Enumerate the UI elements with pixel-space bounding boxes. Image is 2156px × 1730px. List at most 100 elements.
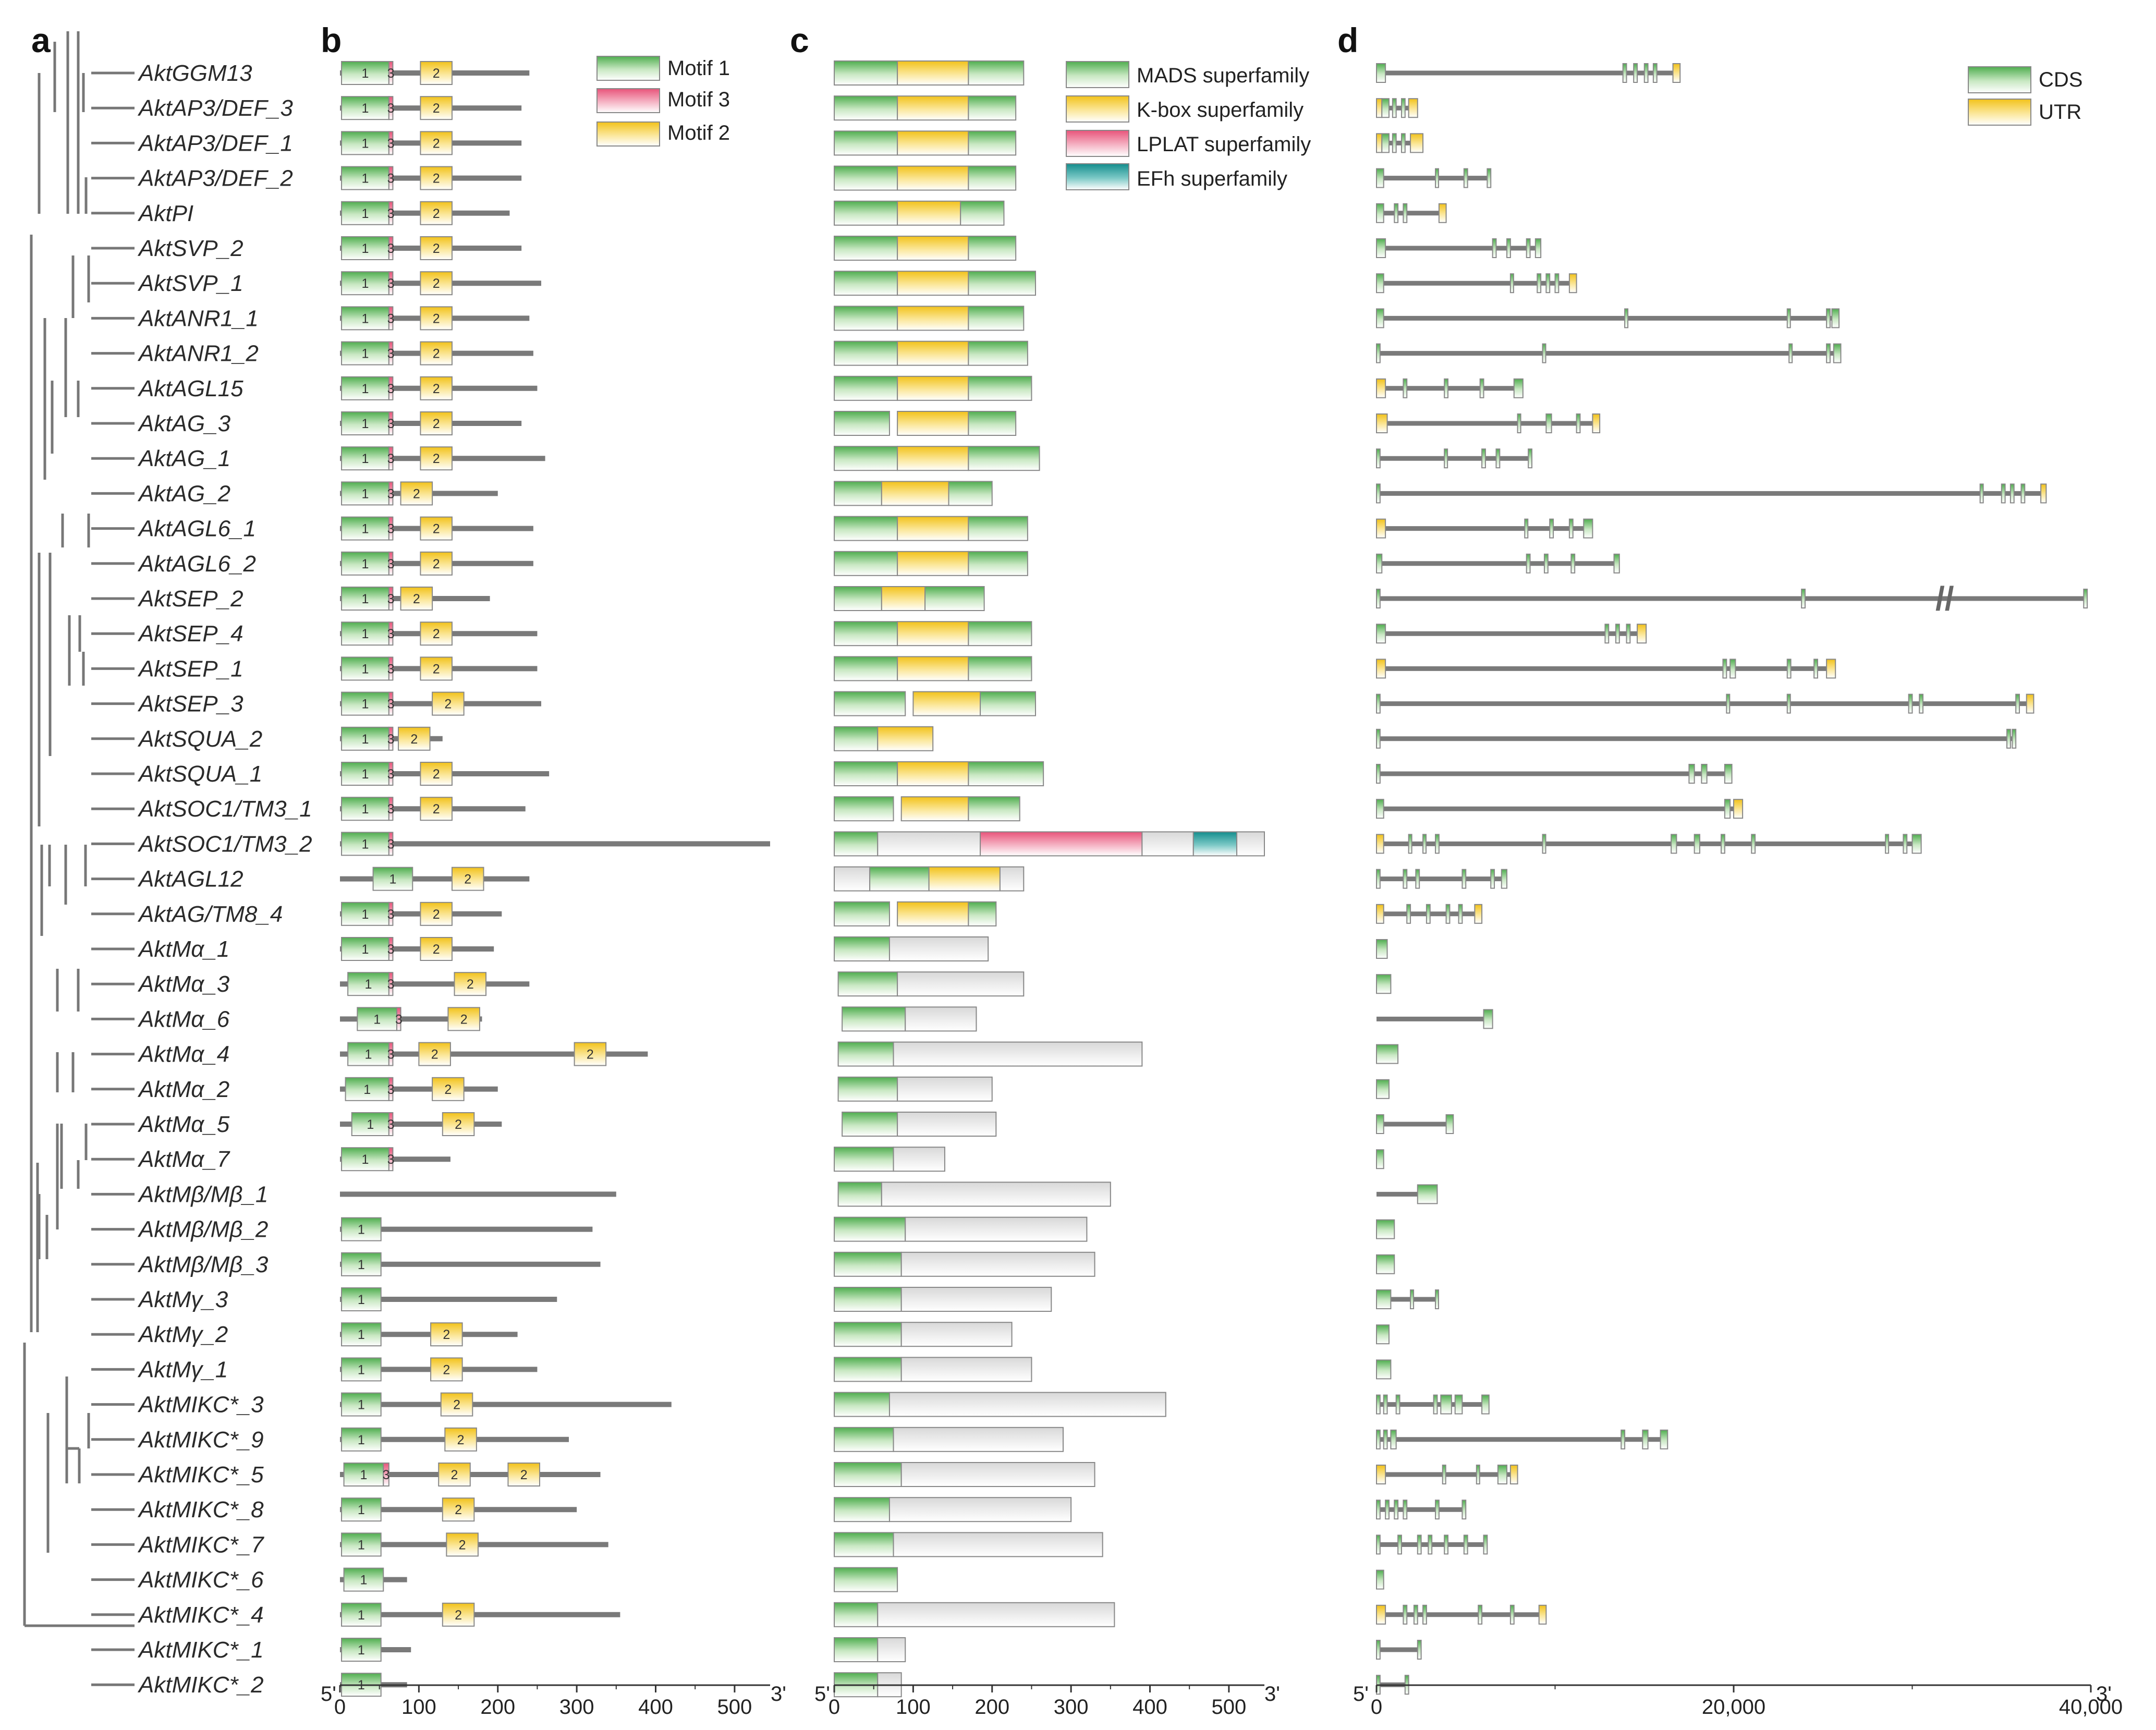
cds-block [1694,834,1700,854]
motif-number: 2 [433,206,440,221]
domain-box [897,1076,993,1102]
cds-block [1721,834,1725,854]
domain-box [893,1532,1103,1557]
motif-number: 1 [365,1047,372,1062]
motif-box-3 [388,622,394,646]
axis-d-5prime: 5' [1353,1683,1369,1705]
domain-box [897,1112,997,1137]
motif-box-2 [420,656,453,681]
cds-block [1392,133,1397,153]
motif-number: 3 [387,276,395,291]
motif-number: 1 [358,1258,365,1272]
domain-panel [834,60,1265,1698]
motif-number: 2 [433,662,440,676]
domain-box [968,130,1017,156]
gene-label: AktMα_3 [137,971,230,997]
axis-c-tick-label: 400 [1132,1696,1167,1719]
cds-block [1642,1429,1649,1449]
motif-box-2 [420,236,453,260]
gene-label: AktAP3/DEF_1 [137,130,293,156]
cds-block [1919,693,1924,714]
motif-box-3 [388,481,394,506]
cds-block [1376,1149,1384,1169]
cds-block [1435,168,1440,188]
cds-block [1786,693,1791,714]
cds-block [1542,834,1546,854]
motif-box-1 [341,96,389,120]
legend-swatch-motif1 [596,56,660,81]
domain-box [881,586,926,611]
domain-box [834,621,898,647]
utr-block [1826,659,1836,679]
cds-block [1458,904,1463,924]
motif-number: 1 [358,1293,365,1307]
domain-box [834,796,894,822]
domain-box [897,306,969,331]
gene-label: AktMα_5 [137,1112,230,1137]
domain-box [888,936,989,961]
motif-number: 1 [361,136,369,151]
domain-box [897,130,969,156]
motif-box-3 [388,166,394,190]
motif-box-3 [388,762,394,786]
gene-label: AktSEP_4 [137,621,243,647]
gene-label: AktMα_2 [137,1077,229,1102]
motif-box-1 [341,1147,389,1172]
cds-block [1397,1534,1402,1555]
motif-box-1 [347,1042,389,1066]
cds-block [1376,168,1384,188]
cds-block [1801,589,1806,608]
motif-number: 1 [361,382,369,396]
cds-block [1376,1429,1381,1449]
motif-box-2 [442,1497,475,1522]
cds-block [1583,518,1593,539]
domain-box [834,340,898,366]
legend-swatch-lplat [1066,130,1129,157]
motif-number: 1 [358,1643,365,1658]
cds-block [1376,1289,1392,1309]
cds-block [1495,448,1501,469]
gene-label: AktAP3/DEF_2 [137,166,293,191]
domain-box [900,1251,1095,1277]
cds-block [1426,904,1431,924]
motif-number: 2 [433,311,440,326]
cds-block [1383,1429,1388,1449]
domain-box [897,901,969,927]
cds-block [1376,1219,1395,1239]
motif-number: 1 [360,1573,367,1588]
cds-block [1433,1394,1438,1415]
cds-block [1376,869,1381,889]
domain-box [968,60,1025,86]
motif-box-1 [341,762,389,786]
legend-swatch-mads [1066,61,1129,88]
domain-box [912,691,981,716]
cds-block [1376,63,1386,83]
motif-box-2 [420,376,453,400]
motif-number: 1 [361,627,369,641]
cds-block [1415,869,1420,889]
domain-box [900,1357,1032,1382]
motif-box-1 [341,1392,382,1417]
motif-box-1 [341,411,389,435]
cds-block [1444,1534,1448,1555]
cds-block [1537,273,1542,294]
domain-box [900,1287,1052,1312]
cds-block [1826,343,1831,363]
motif-number: 3 [387,172,395,186]
axis-b-tick-label: 0 [334,1696,346,1719]
axis-b-tick-label: 300 [559,1696,594,1719]
axis-c: 5' 3' 0 100 200 300 400 500 [814,1683,1280,1719]
motif-number: 2 [451,1468,458,1482]
motif-number: 1 [389,872,396,887]
motif-box-3 [388,341,394,366]
motif-number: 2 [433,276,440,291]
motif-box-2 [420,901,453,926]
domain-box [897,236,969,261]
axis-c-tick-label: 500 [1212,1696,1247,1719]
motif-number: 2 [433,557,440,571]
cds-block [1542,343,1546,363]
motif-number: 1 [358,1503,365,1517]
motif-box-2 [420,61,453,85]
cds-block [1622,63,1627,83]
domain-box [1141,831,1194,857]
